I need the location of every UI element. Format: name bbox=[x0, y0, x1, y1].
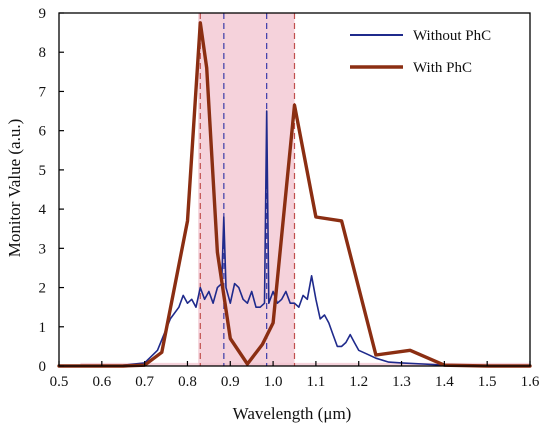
legend-label-without-phc: Without PhC bbox=[413, 28, 491, 44]
x-tick-label: 1.1 bbox=[307, 374, 326, 390]
x-tick-label: 1.0 bbox=[264, 374, 283, 390]
series-line-without-phc bbox=[58, 110, 531, 367]
x-tick-label: 1.4 bbox=[435, 374, 454, 390]
y-tick-label: 6 bbox=[39, 124, 47, 140]
y-tick-label: 9 bbox=[39, 6, 47, 22]
x-tick-label: 1.3 bbox=[392, 374, 411, 390]
y-tick-label: 7 bbox=[39, 84, 47, 100]
legend: Without PhC With PhC bbox=[350, 28, 491, 76]
x-tick-label: 1.2 bbox=[349, 374, 368, 390]
y-tick-label: 8 bbox=[39, 45, 47, 61]
x-axis-label: Wavelength (μm) bbox=[233, 404, 352, 423]
dashed-reference-lines bbox=[199, 13, 296, 366]
x-tick-label: 0.5 bbox=[50, 374, 69, 390]
series-layer bbox=[57, 21, 532, 368]
series-line-with-phc bbox=[57, 21, 532, 368]
axes bbox=[58, 12, 531, 367]
x-tick-label: 0.6 bbox=[92, 374, 111, 390]
y-tick-label: 2 bbox=[39, 281, 47, 297]
x-tick-label: 0.8 bbox=[178, 374, 197, 390]
plot-frame bbox=[58, 12, 531, 367]
ticks: 0.5 0.6 0.7 0.8 0.9 1.0 1.1 1.2 1.3 1.4 1.5 1.6 0 1 2 3… bbox=[39, 6, 540, 390]
y-tick-label: 3 bbox=[39, 241, 47, 257]
x-tick-label: 1.5 bbox=[478, 374, 497, 390]
y-axis-label: Monitor Value (a.u.) bbox=[5, 119, 24, 258]
y-tick-label: 4 bbox=[39, 202, 47, 218]
shaded-band-1 bbox=[80, 362, 530, 366]
y-tick-label: 1 bbox=[39, 320, 47, 336]
x-tick-label: 0.9 bbox=[221, 374, 240, 390]
x-tick-label: 1.6 bbox=[521, 374, 540, 390]
x-tick-label: 0.7 bbox=[135, 374, 154, 390]
legend-label-with-phc: With PhC bbox=[413, 60, 472, 76]
y-tick-label: 5 bbox=[39, 163, 47, 179]
y-tick-label: 0 bbox=[39, 359, 47, 375]
